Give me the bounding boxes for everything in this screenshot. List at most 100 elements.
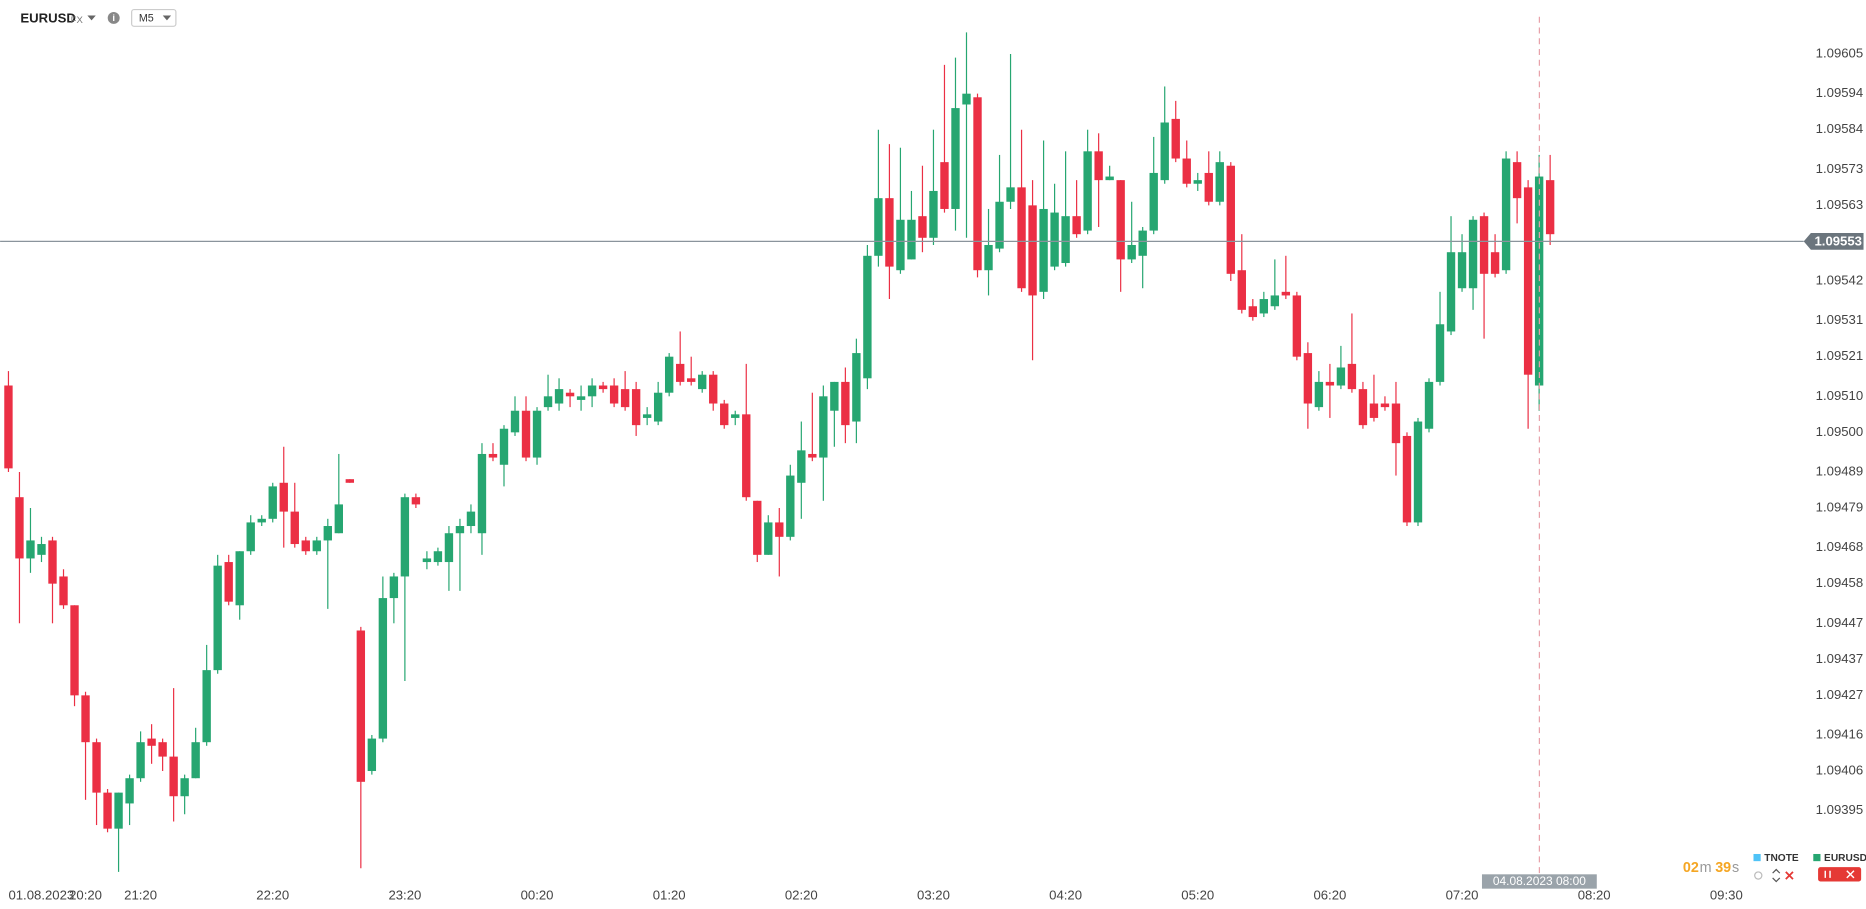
candle-body	[301, 540, 310, 552]
candle-body	[940, 162, 949, 209]
candle-body	[1116, 180, 1125, 260]
candle-body	[1072, 216, 1081, 235]
candle-body	[1259, 299, 1269, 314]
candle-body	[609, 385, 619, 404]
candle-body	[1369, 403, 1379, 418]
candle-body	[257, 518, 266, 523]
candle-body	[268, 486, 277, 519]
candle-body	[554, 389, 564, 404]
candle-body	[400, 497, 410, 577]
move-icon[interactable]	[1772, 868, 1781, 883]
candle-body	[1006, 187, 1015, 202]
y-tick-label: 1.09573	[1816, 161, 1864, 176]
candle-body	[1545, 180, 1555, 235]
y-tick-label: 1.09406	[1816, 762, 1864, 777]
y-tick-label: 1.09395	[1816, 802, 1864, 817]
crosshair-label: 04.08.2023 08:00	[1493, 874, 1586, 888]
candle-body	[1523, 187, 1533, 375]
countdown-minutes: 02	[1683, 860, 1699, 876]
candle-body	[191, 742, 200, 779]
market: FX	[71, 15, 84, 26]
candle-body	[1325, 381, 1335, 386]
y-tick-label: 1.09594	[1816, 85, 1864, 100]
candle-body	[698, 374, 707, 390]
candle-body	[1215, 162, 1224, 202]
candle-body	[455, 526, 465, 534]
candle-body	[136, 742, 145, 779]
candle-body	[312, 540, 321, 552]
candle-body	[444, 533, 454, 563]
candle-body	[1479, 216, 1489, 274]
y-tick-label: 1.09542	[1816, 272, 1864, 287]
candle-body	[1336, 367, 1346, 386]
candle-body	[841, 381, 850, 426]
x-tick-label: 04:20	[1049, 887, 1082, 902]
candle-body	[808, 453, 817, 458]
candle-body	[345, 479, 355, 483]
candle-body	[1270, 295, 1280, 307]
candle-body	[532, 410, 542, 458]
candle-body	[1193, 180, 1202, 184]
candle-body	[664, 356, 674, 393]
timeframe-select[interactable]	[131, 8, 177, 27]
candle-body	[411, 497, 421, 505]
x-tick-label: 01.08.2023	[8, 887, 74, 902]
candle-body	[1391, 403, 1401, 444]
symbol[interactable]: EURUSD	[20, 11, 76, 26]
visibility-icon[interactable]	[1754, 871, 1763, 880]
remove-icon[interactable]	[1785, 871, 1794, 880]
candle-body	[1160, 122, 1169, 181]
info-icon[interactable]	[107, 11, 120, 24]
candle-body	[488, 453, 498, 458]
candle-body	[1303, 353, 1313, 404]
candle-body	[1039, 208, 1048, 292]
candle-body	[1457, 252, 1467, 289]
legend-label: EURUSD	[1824, 853, 1866, 864]
y-tick-label: 1.09500	[1816, 424, 1864, 439]
candle-body	[995, 201, 1004, 249]
candle-body	[334, 504, 343, 534]
candle-body	[1358, 389, 1368, 426]
x-tick-label: 07:20	[1446, 887, 1479, 902]
candle-body	[356, 630, 366, 782]
candle-body	[742, 414, 751, 498]
candle-body	[323, 526, 332, 541]
candle-body	[389, 576, 399, 599]
symbol-dropdown[interactable]	[87, 15, 96, 21]
legend-label: TNOTE	[1764, 853, 1799, 864]
candle-body	[521, 410, 531, 458]
x-tick-label: 20:20	[69, 887, 102, 902]
candle-body	[1017, 187, 1026, 289]
action-button[interactable]	[1818, 867, 1862, 882]
candle-body	[235, 551, 244, 606]
y-tick-label: 1.09605	[1816, 46, 1864, 61]
y-tick-label: 1.09427	[1816, 687, 1864, 702]
candle-body	[26, 540, 35, 559]
y-tick-label: 1.09447	[1816, 615, 1864, 630]
candle-body	[565, 392, 575, 397]
candle-body	[874, 198, 883, 256]
candle-body	[543, 396, 553, 408]
candle-body	[169, 756, 178, 797]
x-tick-label: 09:30	[1710, 887, 1743, 902]
candle-body	[885, 198, 894, 267]
candle-body	[1501, 158, 1511, 271]
x-tick-label: 02:20	[785, 887, 818, 902]
candle-body	[147, 738, 156, 746]
y-tick-label: 1.09416	[1816, 726, 1864, 741]
candle-body	[1105, 176, 1114, 181]
candle-body	[125, 778, 134, 804]
candle-body	[477, 453, 487, 534]
countdown-seconds: 39	[1715, 860, 1731, 876]
candle-body	[631, 389, 641, 426]
candle-body	[114, 792, 123, 829]
candle-body	[676, 363, 685, 382]
y-tick-label: 1.09458	[1816, 575, 1864, 590]
candle-body	[720, 403, 729, 426]
crosshair-tag	[1481, 874, 1597, 889]
x-tick-label: 23:20	[388, 887, 421, 902]
y-tick-label: 1.09584	[1816, 121, 1864, 136]
y-tick-label: 1.09479	[1816, 499, 1864, 514]
x-tick-label: 06:20	[1313, 887, 1346, 902]
timeframe-dropdown[interactable]	[162, 15, 172, 21]
